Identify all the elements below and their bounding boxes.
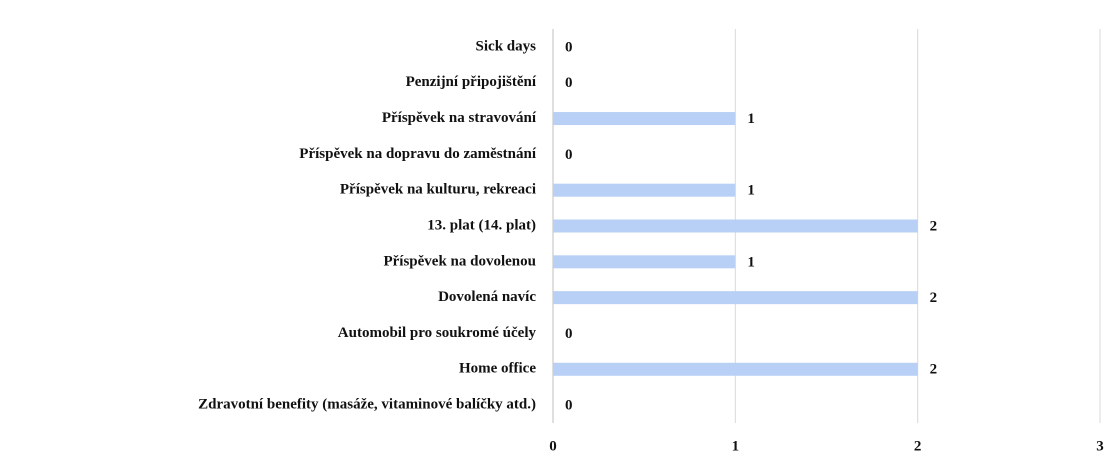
bar	[553, 112, 736, 126]
data-label: 0	[565, 39, 573, 55]
data-label: 2	[930, 362, 938, 378]
x-tick-label: 1	[732, 438, 740, 454]
data-label: 2	[930, 290, 938, 306]
data-label: 1	[747, 254, 755, 270]
data-label: 1	[747, 111, 755, 127]
data-label: 0	[565, 147, 573, 163]
bar	[553, 291, 918, 305]
y-tick-label: Dovolená navíc	[438, 289, 536, 305]
x-tick-label: 2	[914, 438, 922, 454]
y-tick-label: Automobil pro soukromé účely	[338, 325, 537, 341]
bar	[553, 362, 918, 376]
y-tick-label: Příspěvek na dopravu do zaměstnání	[299, 146, 537, 162]
x-tick-label: 3	[1096, 438, 1104, 454]
data-label: 1	[747, 183, 755, 199]
bar	[553, 219, 918, 233]
bar	[553, 183, 736, 197]
y-tick-label: Příspěvek na stravování	[382, 110, 537, 126]
y-tick-label: 13. plat (14. plat)	[427, 217, 536, 233]
y-tick-label: Zdravotní benefity (masáže, vitaminové b…	[198, 397, 536, 413]
data-label: 0	[565, 75, 573, 91]
bar	[553, 255, 736, 269]
data-label: 0	[565, 326, 573, 342]
y-tick-label: Příspěvek na dovolenou	[383, 253, 536, 269]
y-tick-label: Příspěvek na kulturu, rekreaci	[340, 182, 536, 198]
y-tick-label: Sick days	[476, 38, 537, 54]
y-tick-label: Penzijní připojištění	[406, 74, 537, 90]
data-label: 0	[565, 398, 573, 414]
data-label: 2	[930, 218, 938, 234]
y-tick-label: Home office	[459, 361, 536, 377]
x-tick-label: 0	[549, 438, 557, 454]
